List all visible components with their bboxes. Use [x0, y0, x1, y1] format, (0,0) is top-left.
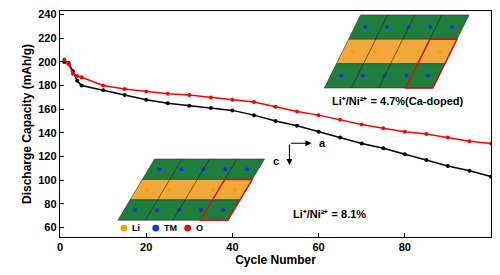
svg-text:0: 0: [57, 241, 63, 253]
svg-text:80: 80: [399, 241, 411, 253]
svg-text:60: 60: [312, 241, 324, 253]
svg-text:Li⁺/Ni²⁺ = 8.1%: Li⁺/Ni²⁺ = 8.1%: [293, 208, 366, 220]
svg-text:120: 120: [38, 150, 56, 162]
svg-text:100: 100: [38, 174, 56, 186]
svg-text:80: 80: [44, 198, 56, 210]
svg-text:a: a: [319, 137, 326, 149]
svg-text:240: 240: [38, 8, 56, 20]
svg-text:O: O: [196, 223, 203, 233]
svg-text:Discharge Capacity (mAh/g): Discharge Capacity (mAh/g): [20, 44, 34, 204]
svg-text:Li⁺/Ni²⁺ = 4.7%(Ca-doped): Li⁺/Ni²⁺ = 4.7%(Ca-doped): [332, 95, 463, 107]
svg-text:TM: TM: [164, 223, 177, 233]
svg-text:Li: Li: [132, 223, 140, 233]
svg-text:160: 160: [38, 103, 56, 115]
svg-text:180: 180: [38, 79, 56, 91]
svg-text:200: 200: [38, 56, 56, 68]
svg-text:40: 40: [226, 241, 238, 253]
svg-text:c: c: [273, 155, 279, 167]
svg-text:20: 20: [140, 241, 152, 253]
svg-text:Cycle Number: Cycle Number: [235, 253, 316, 267]
svg-text:140: 140: [38, 127, 56, 139]
svg-text:60: 60: [44, 221, 56, 233]
svg-text:220: 220: [38, 32, 56, 44]
